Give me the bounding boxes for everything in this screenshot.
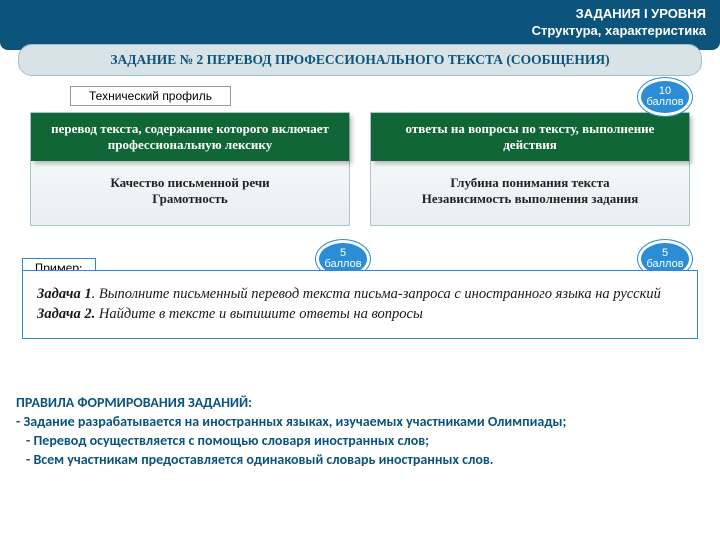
rules-block: ПРАВИЛА ФОРМИРОВАНИЯ ЗАДАНИЙ: Задание ра…	[16, 394, 710, 470]
rules-item-2: Перевод осуществляется с помощью словаря…	[16, 432, 710, 451]
rules-item-1: Задание разрабатывается на иностранных я…	[16, 413, 710, 432]
tasks-box: Задача 1. Выполните письменный перевод т…	[22, 270, 698, 339]
card2-body-line1: Глубина понимания текста	[379, 175, 681, 191]
task-title-bar: ЗАДАНИЕ № 2 ПЕРЕВОД ПРОФЕССИОНАЛЬНОГО ТЕ…	[18, 44, 702, 76]
top-banner: ЗАДАНИЯ I УРОВНЯ Структура, характеристи…	[0, 0, 720, 50]
card-translation-head: перевод текста, содержание которого вклю…	[31, 113, 349, 161]
rules-item-3: Всем участникам предоставляется одинаков…	[16, 451, 710, 470]
points-unit: баллов	[324, 259, 361, 270]
card-answers-body: Глубина понимания текста Независимость в…	[371, 161, 689, 225]
banner-line2: Структура, характеристика	[532, 23, 706, 40]
points-unit: баллов	[646, 259, 683, 270]
task-1: Задача 1. Выполните письменный перевод т…	[37, 285, 683, 305]
points-badge-total: 10 баллов	[638, 78, 692, 116]
task-2: Задача 2. Найдите в тексте и выпишите от…	[37, 305, 683, 325]
card1-body-line1: Качество письменной речи	[39, 175, 341, 191]
card1-body-line2: Грамотность	[39, 191, 341, 207]
task-2-text: Найдите в тексте и выпишите ответы на во…	[95, 306, 423, 322]
card-answers-head: ответы на вопросы по тексту, выполнение …	[371, 113, 689, 161]
cards-row: перевод текста, содержание которого вклю…	[30, 112, 690, 226]
rules-heading: ПРАВИЛА ФОРМИРОВАНИЯ ЗАДАНИЙ:	[16, 394, 710, 413]
rules-list: Задание разрабатывается на иностранных я…	[16, 413, 710, 470]
task-1-text: . Выполните письменный перевод текста пи…	[92, 286, 661, 302]
card2-body-line2: Независимость выполнения задания	[379, 191, 681, 207]
banner-line1: ЗАДАНИЯ I УРОВНЯ	[576, 6, 706, 23]
task-1-label: Задача 1	[37, 286, 92, 302]
task-title-text: ЗАДАНИЕ № 2 ПЕРЕВОД ПРОФЕССИОНАЛЬНОГО ТЕ…	[110, 52, 609, 67]
points-unit: баллов	[646, 97, 683, 108]
task-2-label: Задача 2.	[37, 306, 95, 322]
profile-label: Технический профиль	[70, 86, 231, 106]
card-answers: ответы на вопросы по тексту, выполнение …	[370, 112, 690, 226]
card-translation: перевод текста, содержание которого вклю…	[30, 112, 350, 226]
card-translation-body: Качество письменной речи Грамотность	[31, 161, 349, 225]
